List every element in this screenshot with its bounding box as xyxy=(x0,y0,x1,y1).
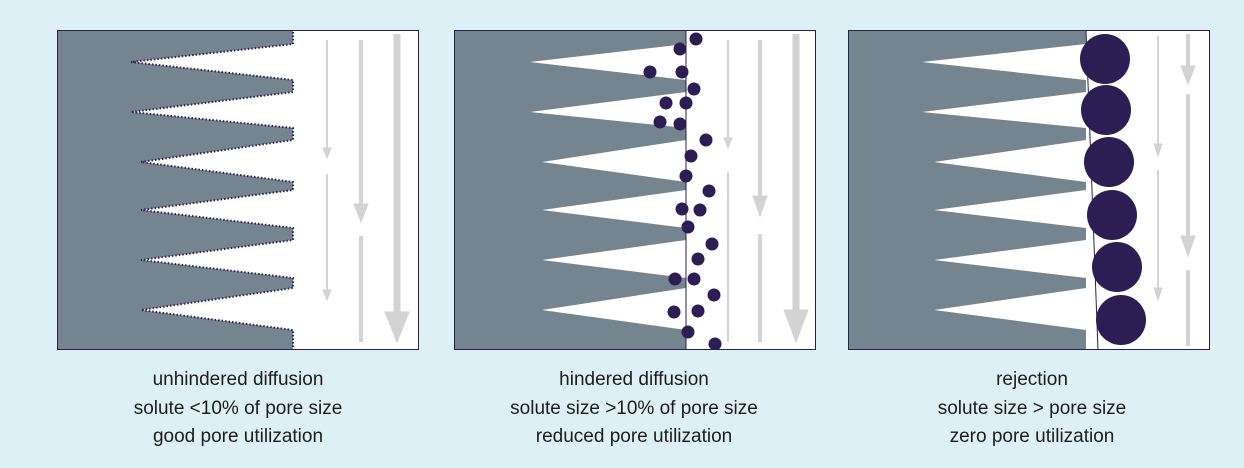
flow-arrow-small-1-head xyxy=(322,147,332,160)
solute-particle xyxy=(699,133,713,147)
solute-particle xyxy=(708,337,722,350)
pore-mouth-line xyxy=(1085,30,1099,350)
solute-particle xyxy=(681,325,695,339)
porous-matrix xyxy=(57,30,294,350)
caption-solute-size: solute <10% of pore size xyxy=(133,397,343,419)
caption-pore-utilization: zero pore utilization xyxy=(949,426,1115,447)
solute-particle-large xyxy=(1087,190,1137,240)
flow-arrow-medium-1-head xyxy=(353,203,369,224)
solute-particle xyxy=(691,304,705,318)
solvent-flow-arrows xyxy=(322,34,410,344)
solute-particle xyxy=(659,96,673,110)
caption-rejection: rejection solute size > pore size zero p… xyxy=(832,366,1232,452)
panel-unhindered-diffusion xyxy=(57,30,419,350)
caption-solute-size: solute size > pore size xyxy=(937,397,1127,419)
solute-particle xyxy=(687,272,701,286)
caption-pore-utilization: good pore utilization xyxy=(152,426,324,447)
caption-title: hindered diffusion xyxy=(559,369,709,390)
solute-particle xyxy=(702,184,716,198)
solute-particle xyxy=(693,203,707,217)
flow-arrow-small-2-head xyxy=(1153,287,1163,302)
rejection-illustration xyxy=(848,30,1210,350)
solute-particle xyxy=(689,32,703,46)
solute-particle xyxy=(684,149,698,163)
panel-hindered-diffusion xyxy=(454,30,816,350)
solvent-flow-arrows xyxy=(1153,34,1196,346)
caption-title: rejection xyxy=(996,369,1068,390)
caption-pore-utilization: reduced pore utilization xyxy=(535,426,733,447)
panel-rejection xyxy=(848,30,1210,350)
flow-arrow-large-head xyxy=(783,309,809,344)
solute-particle xyxy=(691,252,705,266)
flow-arrow-small-2-head xyxy=(322,289,332,302)
solute-particle xyxy=(673,117,687,131)
hindered-diffusion-illustration xyxy=(454,30,816,350)
solute-particle xyxy=(679,96,693,110)
porous-matrix xyxy=(848,30,1086,350)
solute-particle xyxy=(675,202,689,216)
flow-arrow-medium-2-head xyxy=(1180,235,1196,258)
flow-arrow-medium-1-head xyxy=(1180,65,1196,86)
porous-matrix xyxy=(454,30,686,350)
unhindered-diffusion-illustration xyxy=(57,30,419,350)
caption-title: unhindered diffusion xyxy=(152,369,324,390)
solute-particle xyxy=(705,237,719,251)
solute-particle xyxy=(643,65,657,79)
solute-particle xyxy=(667,305,681,319)
solute-particle-large xyxy=(1092,242,1142,292)
flow-arrow-large-head xyxy=(384,311,410,344)
solute-particle-large xyxy=(1080,34,1130,84)
solute-particle xyxy=(673,42,687,56)
caption-solute-size: solute size >10% of pore size xyxy=(510,397,758,419)
solute-particle xyxy=(675,65,689,79)
solute-particle xyxy=(681,220,695,234)
flow-arrow-small-1-head xyxy=(723,137,733,150)
solute-particle xyxy=(707,288,721,302)
caption-unhindered-diffusion: unhindered diffusion solute <10% of pore… xyxy=(38,366,438,452)
rejected-solute-molecules xyxy=(1080,34,1146,345)
solvent-flow-arrows xyxy=(723,34,809,344)
solute-particle xyxy=(679,169,693,183)
solute-particles xyxy=(643,32,722,350)
flow-arrow-medium-1-head xyxy=(752,195,768,218)
solute-particle xyxy=(687,82,701,96)
caption-hindered-diffusion: hindered diffusion solute size >10% of p… xyxy=(434,366,834,452)
solute-particle xyxy=(668,272,682,286)
solute-particle-large xyxy=(1096,295,1146,345)
flow-arrow-small-1-head xyxy=(1153,143,1163,158)
solute-particle xyxy=(653,115,667,129)
solute-particle-large xyxy=(1084,137,1134,187)
solute-particle-large xyxy=(1081,85,1131,135)
